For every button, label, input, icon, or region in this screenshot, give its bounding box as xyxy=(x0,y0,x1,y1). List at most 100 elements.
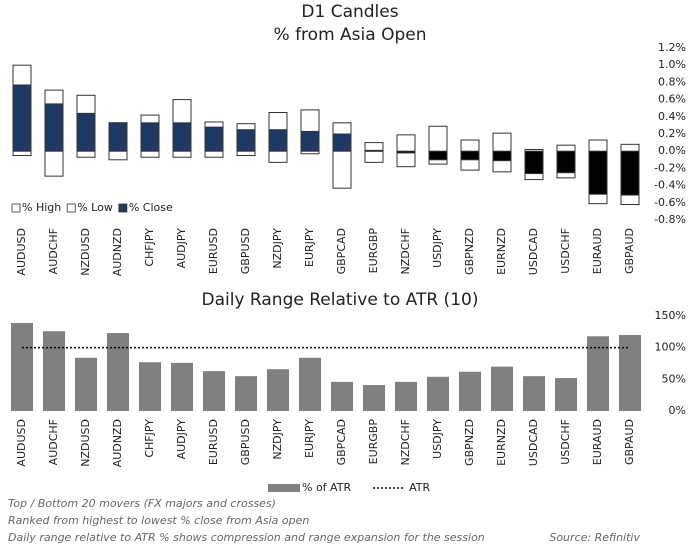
x-tick-label: USDCAD xyxy=(527,419,540,466)
y-tick-label: -0.6% xyxy=(654,196,686,209)
x-tick-label: USDJPY xyxy=(431,228,444,268)
x-tick-label: EURAUD xyxy=(591,228,604,274)
candle-close xyxy=(12,84,32,152)
x-tick-label: AUDJPY xyxy=(175,228,188,269)
candle-close xyxy=(140,122,160,152)
legend-label: ATR xyxy=(409,481,430,494)
x-tick-label: NZDCHF xyxy=(399,419,412,466)
x-tick-label: NZDJPY xyxy=(271,228,284,269)
x-tick-label: AUDUSD xyxy=(15,228,28,276)
x-tick-label: EURNZD xyxy=(495,419,508,466)
legend-label: % of ATR xyxy=(302,481,351,494)
y-tick-label: 100% xyxy=(655,341,686,354)
legend-label: % Low xyxy=(77,201,113,214)
bar xyxy=(171,362,193,411)
bar xyxy=(107,333,129,411)
bar xyxy=(235,376,257,411)
x-tick-label: GBPAUD xyxy=(623,228,636,274)
y-tick-label: -0.2% xyxy=(654,161,686,174)
x-tick-label: NZDUSD xyxy=(79,228,92,276)
bar xyxy=(11,322,33,411)
y-tick-label: 0.4% xyxy=(658,110,686,123)
candle-close xyxy=(556,150,576,174)
x-tick-label: CHFJPY xyxy=(143,419,156,458)
candle-close xyxy=(588,150,608,195)
candle-range xyxy=(332,122,352,189)
candle-close xyxy=(204,126,224,152)
legend-swatch xyxy=(118,203,128,213)
x-tick-label: EURJPY xyxy=(303,419,316,458)
x-tick-label: GBPNZD xyxy=(463,419,476,466)
bar xyxy=(427,376,449,411)
x-tick-label: EURNZD xyxy=(495,228,508,275)
y-tick-label: 0% xyxy=(669,404,686,417)
legend-swatch xyxy=(11,203,21,213)
bar xyxy=(619,335,641,411)
y-tick-label: 1.0% xyxy=(658,58,686,71)
bar xyxy=(43,331,65,411)
y-tick-label: 0.6% xyxy=(658,93,686,106)
bar xyxy=(395,381,417,411)
candle-close xyxy=(524,150,544,175)
x-tick-label: EURUSD xyxy=(207,228,220,274)
candle-close xyxy=(332,133,352,152)
candle-close xyxy=(300,130,320,152)
candle-close xyxy=(396,150,416,154)
y-tick-label: 0.8% xyxy=(658,75,686,88)
x-tick-label: AUDNZD xyxy=(111,228,124,276)
x-tick-label: EURUSD xyxy=(207,419,220,465)
bar xyxy=(75,357,97,411)
candle-close xyxy=(428,150,448,161)
candle-close xyxy=(44,103,64,152)
candle-close xyxy=(620,150,640,196)
candle-close xyxy=(172,122,192,152)
bar xyxy=(363,385,385,411)
candle-close xyxy=(492,150,512,162)
x-tick-label: AUDCHF xyxy=(47,228,60,274)
x-tick-label: GBPUSD xyxy=(239,228,252,274)
candle-close xyxy=(460,150,480,161)
candle-close xyxy=(268,129,288,152)
candle-range xyxy=(364,142,384,163)
x-tick-label: GBPAUD xyxy=(623,419,636,465)
chart-title: Daily Range Relative to ATR (10) xyxy=(202,290,479,310)
x-tick-label: EURAUD xyxy=(591,419,604,465)
bar xyxy=(459,371,481,411)
candle-close xyxy=(108,122,128,152)
x-tick-label: USDCHF xyxy=(559,228,572,274)
legend-swatch xyxy=(268,484,300,492)
bar xyxy=(555,378,577,411)
legend-label: % Close xyxy=(129,201,173,214)
chart-title: D1 Candles xyxy=(301,2,398,22)
x-tick-label: CHFJPY xyxy=(143,228,156,267)
bar xyxy=(587,336,609,411)
y-tick-label: -0.8% xyxy=(654,213,686,226)
footnote: Top / Bottom 20 movers (FX majors and cr… xyxy=(8,497,276,510)
bar xyxy=(331,381,353,411)
x-tick-label: USDCAD xyxy=(527,228,540,275)
source: Source: Refinitiv xyxy=(549,531,640,544)
bar xyxy=(139,362,161,411)
x-tick-label: GBPNZD xyxy=(463,228,476,275)
x-tick-label: GBPUSD xyxy=(239,419,252,465)
y-tick-label: 1.2% xyxy=(658,41,686,54)
x-tick-label: NZDCHF xyxy=(399,228,412,275)
x-tick-label: GBPCAD xyxy=(335,419,348,465)
bar xyxy=(491,366,513,411)
bar xyxy=(203,371,225,411)
y-tick-label: 150% xyxy=(655,309,686,322)
x-tick-label: NZDUSD xyxy=(79,419,92,467)
x-tick-label: AUDJPY xyxy=(175,419,188,460)
x-tick-label: EURGBP xyxy=(367,419,380,465)
candle-close xyxy=(236,129,256,152)
x-tick-label: EURJPY xyxy=(303,228,316,267)
bar xyxy=(299,357,321,411)
y-tick-label: 0.0% xyxy=(658,144,686,157)
bar xyxy=(523,376,545,411)
x-tick-label: USDCHF xyxy=(559,419,572,465)
footnote: Ranked from highest to lowest % close fr… xyxy=(8,514,309,527)
chart-subtitle: % from Asia Open xyxy=(274,25,427,45)
x-tick-label: AUDNZD xyxy=(111,419,124,467)
legend-label: % High xyxy=(22,201,61,214)
